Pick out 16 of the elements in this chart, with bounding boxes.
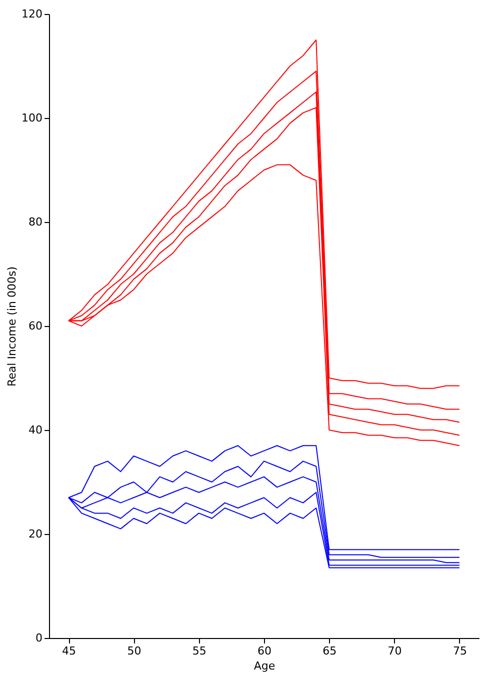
y-axis-title: Real Income (in 000s) — [6, 266, 19, 387]
x-tick-label: 55 — [192, 644, 206, 658]
y-tick-label: 0 — [36, 632, 42, 644]
y-tick-label: 80 — [28, 216, 42, 228]
x-tick-label: 50 — [127, 644, 142, 658]
x-axis-title: Age — [254, 660, 276, 672]
x-tick-label: 75 — [452, 644, 467, 658]
x-tick-label: 60 — [258, 644, 272, 658]
y-tick-label: 120 — [22, 8, 42, 20]
y-tick-label: 60 — [28, 320, 42, 332]
y-tick-label: 40 — [28, 424, 42, 436]
x-tick-label: 70 — [388, 644, 402, 658]
x-tick-label: 45 — [62, 644, 76, 658]
y-tick-label: 20 — [28, 528, 42, 540]
y-tick-label: 100 — [22, 112, 42, 124]
x-tick-label: 65 — [322, 644, 337, 658]
